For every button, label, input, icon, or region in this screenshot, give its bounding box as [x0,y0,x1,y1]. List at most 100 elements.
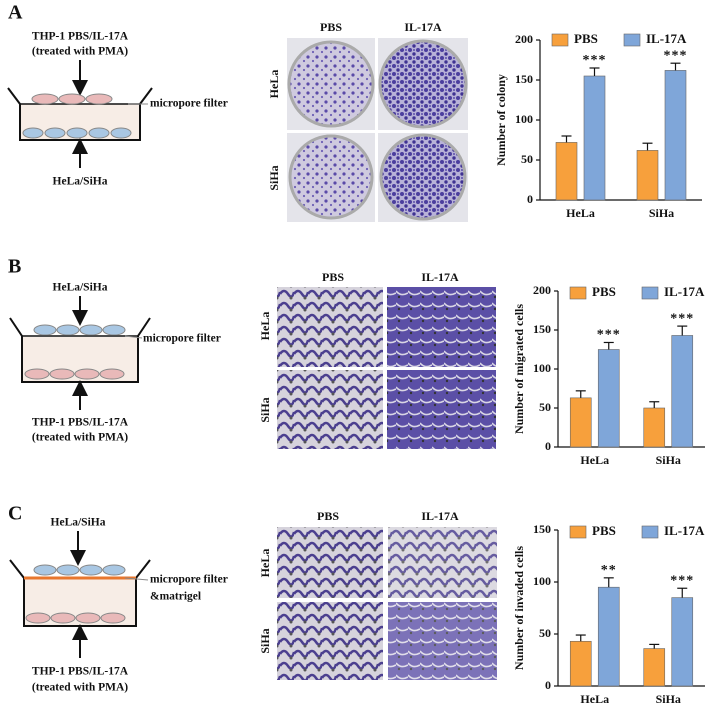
migration-images [277,287,496,449]
x-tick-label: SiHa [656,692,681,706]
legend-label: IL-17A [664,523,705,538]
y-tick-label: 150 [515,72,533,86]
y-tick-label: 0 [527,192,533,206]
diagram-label: (treated with PMA) [32,46,128,58]
error-bar [575,634,586,642]
error-bar [649,401,660,408]
y-tick-label: 100 [533,361,551,375]
legend-label: PBS [574,31,598,46]
significance-label: *** [583,53,607,68]
legend-swatch [641,525,659,539]
error-bar [561,135,572,143]
bar [597,349,620,448]
error-bar [575,390,586,398]
well-diagram [9,559,151,627]
y-tick-label: 0 [545,678,551,692]
y-axis-label: Number of colony [494,74,508,166]
x-tick-label: SiHa [649,206,674,220]
legend-swatch [551,33,569,47]
diagram-label: (treated with PMA) [32,432,128,444]
bar [671,335,694,448]
error-bar [649,643,660,649]
image-column-label: IL-17A [421,270,459,284]
panel-letter: B [8,256,21,278]
image-column-label: IL-17A [404,20,442,34]
y-tick-label: 200 [533,283,551,297]
bar [583,75,606,201]
invasion-images [277,527,497,680]
diagram-label: HeLa/SiHa [53,282,108,294]
image-column-label: PBS [320,20,342,34]
bar [636,150,659,201]
diagram-label: (treated with PMA) [32,682,128,694]
well-diagram [7,87,153,141]
legend-swatch [641,286,659,300]
legend-swatch [623,33,641,47]
bar [555,142,578,201]
x-tick-label: SiHa [656,453,681,467]
panel-letter: C [8,503,22,525]
legend-swatch [569,286,587,300]
diagram-label: micropore filter [150,574,228,586]
image-row-label: SiHa [267,165,281,190]
diagram-label: HeLa/SiHa [53,176,108,188]
y-tick-label: 0 [545,439,551,453]
image-row-label: HeLa [258,312,272,341]
legend-label: PBS [592,284,616,299]
bar [643,648,666,687]
bar [671,597,694,687]
y-tick-label: 200 [515,32,533,46]
bar [664,70,687,201]
y-tick-label: 150 [533,322,551,336]
significance-label: *** [670,573,694,588]
image-column-label: PBS [317,509,339,523]
diagram-label: micropore filter [143,333,221,345]
legend-label: IL-17A [664,284,705,299]
y-tick-label: 50 [521,152,533,166]
diagram-label: THP-1 PBS/IL-17A [32,417,129,429]
diagram-label: THP-1 PBS/IL-17A [32,666,129,678]
error-bar [670,62,681,71]
significance-label: ** [601,563,617,578]
error-bar [677,587,688,598]
colony-images [287,38,468,222]
significance-label: *** [670,311,694,326]
x-tick-label: HeLa [580,453,609,467]
x-tick-label: HeLa [566,206,595,220]
diagram-label: HeLa/SiHa [51,517,106,529]
well-diagram [9,317,151,383]
diagram-label: THP-1 PBS/IL-17A [32,31,129,43]
bar [597,586,620,687]
bar [569,397,592,448]
y-tick-label: 50 [539,400,551,414]
x-tick-label: HeLa [580,692,609,706]
y-tick-label: 100 [533,574,551,588]
error-bar [642,142,653,151]
legend-label: PBS [592,523,616,538]
y-axis-label: Number of migrated cells [512,304,526,434]
y-tick-label: 100 [515,112,533,126]
error-bar [677,325,688,336]
y-tick-label: 150 [533,522,551,536]
error-bar [603,341,614,350]
image-row-label: HeLa [267,70,281,99]
error-bar [589,67,600,76]
bar [643,407,666,448]
significance-label: *** [597,328,621,343]
y-axis-label: Number of invaded cells [512,546,526,670]
panel-letter: A [8,2,23,24]
bar [569,640,592,687]
y-tick-label: 50 [539,626,551,640]
legend-swatch [569,525,587,539]
error-bar [603,577,614,588]
diagram-label: &matrigel [150,591,201,603]
image-column-label: IL-17A [421,509,459,523]
image-row-label: SiHa [258,628,272,653]
image-row-label: HeLa [258,549,272,578]
significance-label: *** [664,48,688,63]
legend-label: IL-17A [646,31,687,46]
diagram-label: micropore filter [150,98,228,110]
image-row-label: SiHa [258,397,272,422]
image-column-label: PBS [322,270,344,284]
